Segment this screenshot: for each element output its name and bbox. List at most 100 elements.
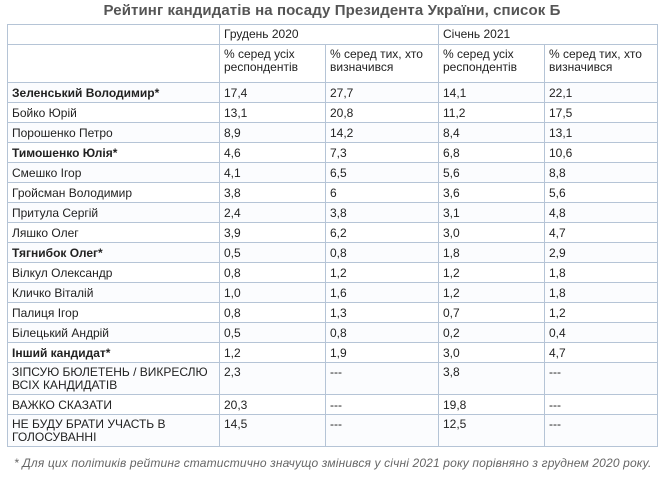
table-row: Інший кандидат* 1,2 1,9 3,0 4,7 [7,342,659,363]
candidate-name: ЗІПСУЮ БЮЛЕТЕНЬ / ВИКРЕСЛЮ ВСІХ КАНДИДАТ… [7,362,220,395]
rating-value-cell: 20,3 [219,394,326,415]
rating-value-cell: 8,4 [438,122,545,143]
rating-value-cell: 6,2 [325,222,439,243]
rating-value-cell: 4,8 [543,202,659,223]
table-row: Білецький Андрій 0,5 0,8 0,2 0,4 [7,322,659,343]
rating-value-cell: 2,4 [219,202,326,223]
rating-value-cell: 8,8 [543,162,659,183]
candidate-name: Вілкул Олександр [7,262,220,283]
rating-value-cell: 2,9 [543,242,659,263]
rating-value-cell: 19,8 [438,394,545,415]
rating-value-cell: 17,5 [543,102,659,123]
rating-value-cell: 5,6 [543,182,659,203]
rating-value-cell: 20,8 [325,102,439,123]
subheader-decided: % серед тих, хто визначився [543,44,659,83]
rating-value-cell: 4,1 [219,162,326,183]
rating-value-cell: 5,6 [438,162,545,183]
table-row: ВАЖКО СКАЗАТИ 20,3 --- 19,8 --- [7,394,659,415]
rating-value-cell: 0,8 [325,242,439,263]
candidate-name: Порошенко Петро [7,122,220,143]
subheader-all-respondents: % серед усіх респондентів [219,44,326,83]
table-row: Смешко Ігор 4,1 6,5 5,6 8,8 [7,162,659,183]
rating-value-cell: 3,8 [219,182,326,203]
rating-value-cell: 1,8 [543,262,659,283]
candidate-name: НЕ БУДУ БРАТИ УЧАСТЬ В ГОЛОСУВАННІ [7,414,220,447]
rating-value-cell: 3,8 [438,362,545,395]
subheader-decided: % серед тих, хто визначився [325,44,439,83]
rating-table: Грудень 2020 Січень 2021 % серед усіх ре… [7,24,659,447]
rating-value-cell: 6,5 [325,162,439,183]
rating-value-cell: 11,2 [438,102,545,123]
table-row: Гройсман Володимир 3,8 6 3,6 5,6 [7,182,659,203]
table-row: Порошенко Петро 8,9 14,2 8,4 13,1 [7,122,659,143]
rating-value-cell: 1,8 [543,282,659,303]
rating-value-cell: 14,2 [325,122,439,143]
rating-value-cell: 6,8 [438,142,545,163]
rating-value-cell: 14,1 [438,82,545,103]
rating-value-cell: --- [543,414,659,447]
rating-value-cell: 13,1 [543,122,659,143]
candidate-name: Гройсман Володимир [7,182,220,203]
candidate-name: Притула Сергій [7,202,220,223]
rating-value-cell: 1,6 [325,282,439,303]
rating-value-cell: 0,5 [219,242,326,263]
rating-value-cell: 2,3 [219,362,326,395]
candidate-name: Інший кандидат* [7,342,220,363]
rating-value-cell: 3,8 [325,202,439,223]
rating-value-cell: 13,1 [219,102,326,123]
rating-value-cell: 1,2 [543,302,659,323]
table-row: Бойко Юрій 13,1 20,8 11,2 17,5 [7,102,659,123]
rating-value-cell: 1,3 [325,302,439,323]
rating-value-cell: 0,4 [543,322,659,343]
candidate-name: Смешко Ігор [7,162,220,183]
table-row: Тимошенко Юлія* 4,6 7,3 6,8 10,6 [7,142,659,163]
rating-value-cell: 0,8 [219,262,326,283]
period-header-dec-2020: Грудень 2020 [219,24,439,45]
rating-value-cell: --- [325,362,439,395]
candidate-name: Білецький Андрій [7,322,220,343]
rating-value-cell: 6 [325,182,439,203]
table-row: ЗІПСУЮ БЮЛЕТЕНЬ / ВИКРЕСЛЮ ВСІХ КАНДИДАТ… [7,362,659,395]
rating-value-cell: 1,2 [219,342,326,363]
candidate-name: Ляшко Олег [7,222,220,243]
rating-value-cell: 3,0 [438,222,545,243]
candidate-name: Тягнибок Олег* [7,242,220,263]
table-row: Притула Сергій 2,4 3,8 3,1 4,8 [7,202,659,223]
rating-value-cell: 0,7 [438,302,545,323]
rating-value-cell: 4,7 [543,342,659,363]
rating-value-cell: 10,6 [543,142,659,163]
rating-value-cell: 22,1 [543,82,659,103]
candidate-name: ВАЖКО СКАЗАТИ [7,394,220,415]
rating-value-cell: 14,5 [219,414,326,447]
rating-value-cell: 1,2 [438,282,545,303]
table-row: Палиця Ігор 0,8 1,3 0,7 1,2 [7,302,659,323]
rating-value-cell: 3,1 [438,202,545,223]
header-empty-cell [7,24,220,45]
footnote: * Для цих політиків рейтинг статистично … [14,456,652,470]
candidate-name: Палиця Ігор [7,302,220,323]
rating-value-cell: 3,9 [219,222,326,243]
rating-value-cell: --- [325,414,439,447]
rating-value-cell: 7,3 [325,142,439,163]
table-row: Ляшко Олег 3,9 6,2 3,0 4,7 [7,222,659,243]
subheader-all-respondents: % серед усіх респондентів [438,44,545,83]
rating-value-cell: 4,6 [219,142,326,163]
rating-value-cell: 1,9 [325,342,439,363]
table-row: Вілкул Олександр 0,8 1,2 1,2 1,8 [7,262,659,283]
rating-value-cell: 27,7 [325,82,439,103]
table-row: Тягнибок Олег* 0,5 0,8 1,8 2,9 [7,242,659,263]
rating-value-cell: 4,7 [543,222,659,243]
subheader-row: % серед усіх респондентів % серед тих, х… [7,44,659,83]
candidate-name: Бойко Юрій [7,102,220,123]
rating-value-cell: --- [325,394,439,415]
rating-value-cell: 8,9 [219,122,326,143]
rating-value-cell: 1,2 [325,262,439,283]
table-title: Рейтинг кандидатів на посаду Президента … [103,2,561,19]
table-row: Зеленський Володимир* 17,4 27,7 14,1 22,1 [7,82,659,103]
rating-value-cell: 3,6 [438,182,545,203]
rating-value-cell: 3,0 [438,342,545,363]
rating-value-cell: 0,8 [325,322,439,343]
rating-value-cell: 0,5 [219,322,326,343]
rating-value-cell: 12,5 [438,414,545,447]
